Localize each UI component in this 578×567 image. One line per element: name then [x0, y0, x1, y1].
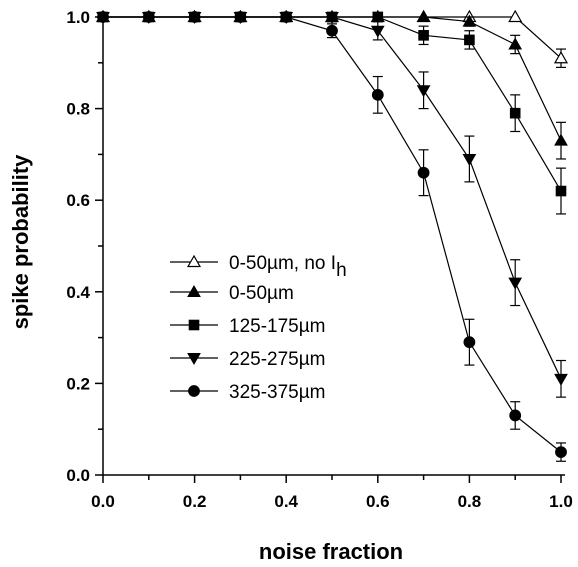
data-point	[188, 11, 201, 23]
data-point	[325, 12, 339, 25]
legend-item-0: 0-50µm, no Ih	[170, 253, 347, 281]
legend-label-main: 225-275µm	[229, 349, 326, 370]
legend-item-3: 225-275µm	[170, 349, 326, 370]
data-point	[555, 185, 567, 197]
x-axis-title: noise fraction	[259, 539, 403, 564]
series-4	[97, 11, 567, 462]
data-point	[554, 133, 568, 146]
series-3	[96, 11, 568, 398]
data-point	[372, 11, 384, 23]
x-tick-label: 1.0	[549, 492, 573, 511]
legend-label-main: 0-50µm	[229, 283, 294, 304]
y-tick-label: 0.0	[66, 466, 90, 485]
data-point	[508, 277, 523, 290]
series-2	[97, 11, 567, 215]
x-tick-label: 0.8	[458, 492, 482, 511]
legend-label-main: 125-175µm	[229, 316, 326, 337]
series-line	[103, 16, 562, 453]
data-point	[417, 166, 430, 179]
data-point	[416, 85, 431, 98]
legend-item-2: 125-175µm	[170, 316, 326, 337]
y-tick-label: 0.2	[66, 374, 90, 393]
data-point	[371, 88, 384, 101]
legend-item-4: 325-375µm	[170, 382, 326, 403]
data-point	[509, 409, 522, 422]
x-tick-label: 0.6	[366, 492, 390, 511]
data-point	[234, 11, 247, 23]
legend-label: 0-50µm	[229, 283, 294, 304]
legend: 0-50µm, no Ih0-50µm125-175µm225-275µm325…	[170, 253, 347, 403]
data-point	[553, 51, 569, 64]
data-point	[462, 153, 477, 166]
data-point	[370, 25, 385, 38]
x-tick-label: 0.4	[274, 492, 298, 511]
legend-label-main: 0-50µm, no I	[229, 253, 336, 274]
y-tick-label: 0.4	[66, 283, 90, 302]
data-point	[462, 14, 477, 27]
data-point	[416, 9, 431, 22]
data-point	[187, 284, 201, 297]
data-point	[188, 319, 200, 331]
axes: 0.0 0.2 0.4 0.6 0.8 1.0 0.0 0.2 0.4 0.6 0.8 1.0	[66, 8, 572, 511]
legend-label: 225-275µm	[229, 349, 326, 370]
legend-label: 0-50µm, no Ih	[229, 253, 347, 281]
data-point	[186, 254, 202, 268]
y-axis-title: spike probability	[8, 154, 33, 330]
series-line	[103, 16, 562, 192]
y-tick-label: 0.6	[66, 191, 90, 210]
legend-label: 325-375µm	[229, 382, 326, 403]
data-point	[555, 446, 567, 459]
data-point	[464, 34, 475, 46]
y-tick-label: 0.8	[66, 100, 90, 119]
data-point	[187, 353, 201, 366]
x-tick-label: 0.2	[183, 492, 207, 511]
y-tick-label: 1.0	[66, 8, 90, 27]
data-point	[509, 107, 521, 119]
data-point	[463, 336, 476, 349]
legend-label-main: 325-375µm	[229, 382, 326, 403]
series-layer	[95, 9, 569, 462]
data-point	[508, 37, 523, 50]
data-point	[418, 30, 429, 41]
data-point	[508, 9, 523, 23]
legend-label-subscript: h	[336, 260, 347, 281]
data-point	[142, 11, 155, 23]
x-tick-label: 0.0	[91, 492, 115, 511]
data-point	[280, 11, 293, 23]
legend-item-1: 0-50µm	[170, 283, 294, 304]
data-point	[554, 373, 568, 386]
data-point	[326, 24, 338, 37]
legend-label: 125-175µm	[229, 316, 326, 337]
data-point	[188, 385, 200, 397]
data-point	[97, 11, 109, 23]
